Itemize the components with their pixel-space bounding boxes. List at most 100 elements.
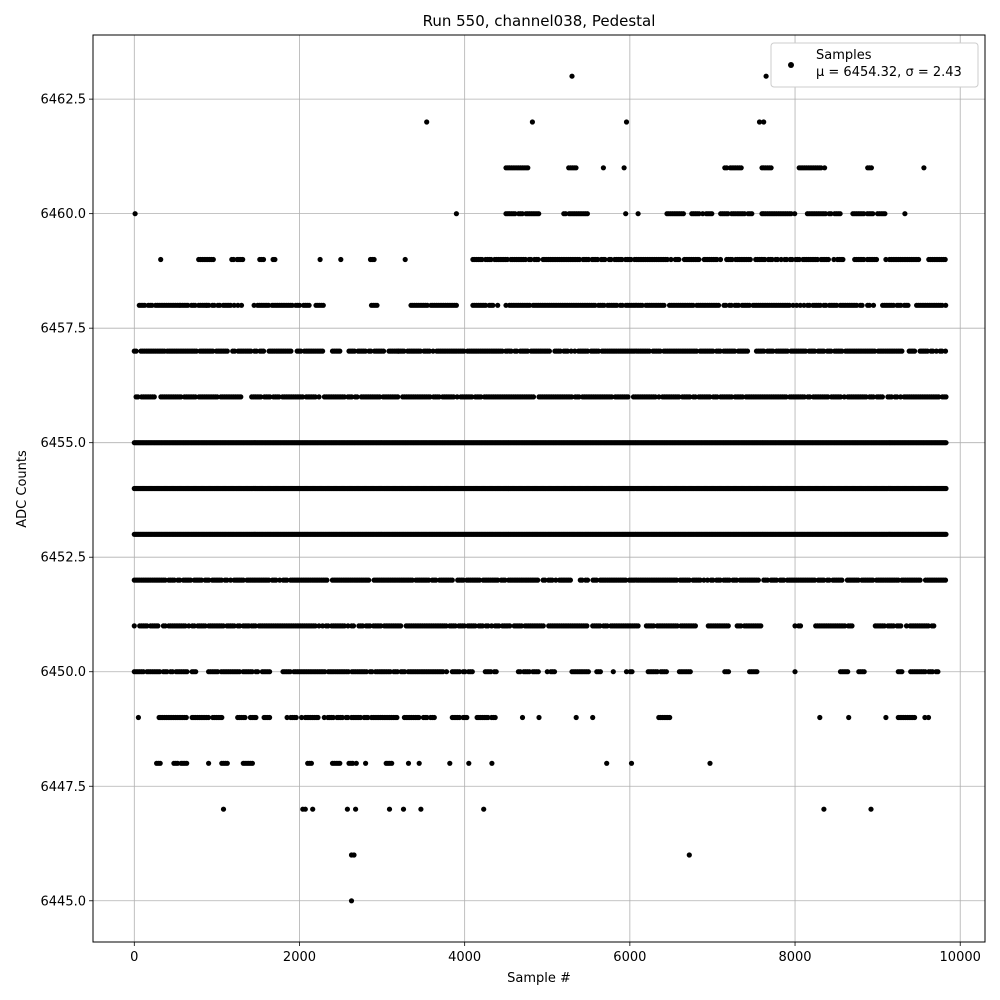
sample-point — [635, 211, 641, 217]
sample-point — [517, 669, 523, 675]
sample-point — [345, 623, 351, 629]
sample-point — [363, 669, 370, 675]
sample-point — [667, 714, 673, 721]
sample-point — [943, 531, 949, 537]
sample-point — [628, 256, 634, 263]
sample-point — [621, 165, 627, 171]
sample-point — [466, 760, 472, 766]
sample-point — [873, 256, 880, 263]
sample-point — [595, 348, 602, 354]
sample-point — [426, 577, 432, 583]
sample-point — [310, 806, 316, 812]
sample-point — [317, 256, 323, 263]
sample-point — [418, 806, 424, 812]
sample-point — [248, 348, 254, 354]
sample-point — [845, 669, 851, 675]
sample-point — [692, 623, 699, 629]
sample-point — [302, 806, 308, 812]
sample-point — [490, 302, 496, 308]
sample-point — [489, 760, 495, 766]
sample-point — [594, 577, 600, 583]
legend-entry-stats: μ = 6454.32, σ = 2.43 — [816, 65, 962, 80]
sample-point — [763, 73, 769, 79]
sample-point — [821, 348, 827, 354]
sample-point — [881, 623, 888, 629]
sample-point — [192, 302, 198, 308]
sample-point — [371, 256, 377, 263]
sample-point — [401, 348, 407, 354]
sample-point — [514, 348, 520, 354]
sample-point — [585, 577, 591, 583]
sample-point — [296, 302, 303, 308]
sample-point — [825, 394, 831, 400]
sample-point — [565, 348, 571, 354]
sample-point — [258, 394, 264, 400]
sample-point — [635, 623, 641, 629]
sample-point — [783, 394, 789, 400]
sample-point — [368, 348, 374, 354]
sample-point — [792, 211, 798, 217]
sample-point — [597, 669, 604, 675]
sample-point — [366, 577, 372, 583]
sample-point — [228, 302, 234, 308]
sample-points — [131, 73, 949, 904]
sample-point — [315, 714, 321, 721]
sample-point — [586, 256, 592, 263]
sample-point — [936, 394, 942, 400]
sample-point — [942, 577, 949, 583]
sample-point — [266, 577, 272, 583]
sample-point — [293, 714, 299, 721]
sample-point — [792, 669, 798, 675]
y-axis-ticks: 6445.06447.56450.06452.56455.06457.56460… — [41, 93, 93, 909]
sample-point — [320, 623, 326, 629]
sample-point — [841, 394, 847, 400]
sample-point — [350, 623, 357, 629]
sample-point — [502, 577, 508, 583]
sample-point — [899, 348, 905, 354]
sample-point — [625, 394, 631, 400]
sample-point — [597, 623, 603, 629]
sample-point — [818, 165, 824, 171]
y-tick-label: 6462.5 — [41, 93, 87, 108]
sample-point — [692, 394, 698, 400]
sample-point — [255, 669, 261, 675]
sample-point — [369, 669, 375, 675]
sample-point — [899, 669, 905, 675]
sample-point — [452, 623, 458, 629]
sample-point — [253, 348, 259, 354]
sample-point — [717, 577, 723, 583]
sample-point — [726, 577, 732, 583]
sample-point — [619, 256, 625, 263]
sample-point — [872, 348, 878, 354]
sample-point — [306, 302, 312, 308]
sample-point — [846, 714, 852, 721]
sample-point — [774, 256, 781, 263]
sample-point — [535, 669, 541, 675]
sample-point — [697, 577, 703, 583]
sample-point — [623, 211, 629, 217]
sample-point — [773, 577, 780, 583]
sample-point — [838, 394, 844, 400]
y-tick-label: 6445.0 — [41, 894, 87, 909]
sample-point — [519, 714, 526, 721]
sample-point — [424, 119, 430, 125]
sample-point — [300, 394, 306, 400]
sample-point — [557, 348, 563, 354]
sample-point — [657, 348, 663, 354]
sample-point — [339, 714, 345, 721]
sample-point — [821, 806, 827, 812]
sample-point — [826, 577, 832, 583]
sample-point — [786, 302, 793, 308]
sample-point — [530, 394, 537, 400]
sample-point — [512, 211, 518, 217]
sample-point — [320, 348, 326, 354]
sample-point — [354, 394, 360, 400]
sample-point — [214, 394, 220, 400]
sample-point — [252, 623, 258, 629]
sample-point — [925, 623, 931, 629]
sample-point — [629, 669, 635, 675]
sample-point — [542, 577, 548, 583]
sample-point — [526, 669, 532, 675]
y-tick-label: 6450.0 — [41, 665, 87, 680]
sample-point — [360, 623, 366, 629]
